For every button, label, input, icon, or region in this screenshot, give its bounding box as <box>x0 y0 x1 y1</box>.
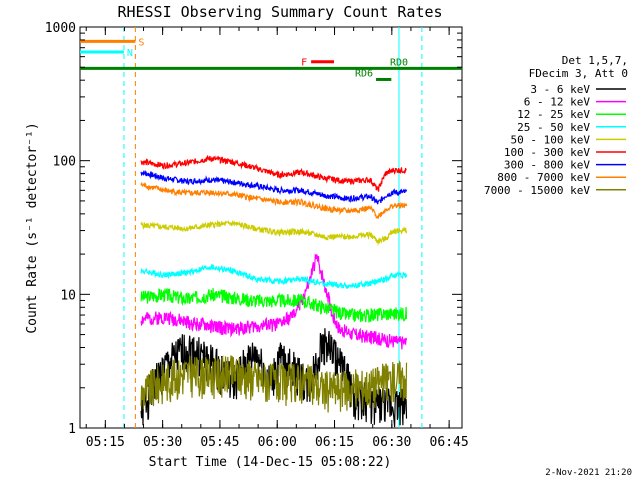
y-tick-label-0: 1 <box>68 422 76 437</box>
annotation-label-2: F <box>301 58 307 69</box>
series-line-8 <box>140 355 408 413</box>
y-axis: 1 10 100 1000 <box>45 21 462 437</box>
chart-title: RHESSI Observing Summary Count Rates <box>117 3 442 21</box>
x-tick-label-0: 05:15 <box>86 435 125 450</box>
x-tick-label-2: 05:45 <box>200 435 239 450</box>
x-axis: 05:15 05:30 05:45 06:00 06:15 06:30 06:45 <box>85 27 469 450</box>
legend-label-1: 6 - 12 keV <box>524 96 591 109</box>
series-line-7 <box>140 182 408 219</box>
legend-label-8: 7000 - 15000 keV <box>484 184 590 197</box>
legend-header-line-1: Det 1,5,7, <box>562 54 628 67</box>
y-axis-label: Count Rate (s⁻¹ detector⁻¹) <box>25 122 40 333</box>
legend-label-4: 50 - 100 keV <box>511 133 591 146</box>
legend-label-3: 25 - 50 keV <box>517 121 590 134</box>
x-tick-label-3: 06:00 <box>258 435 297 450</box>
series-line-2 <box>140 288 408 323</box>
annotation-label-0: S <box>138 37 144 48</box>
legend-label-7: 800 - 7000 keV <box>497 171 590 184</box>
x-axis-label: Start Time (14-Dec-15 05:08:22) <box>149 455 392 470</box>
annotation-label-3: RD0 <box>390 57 408 68</box>
y-tick-label-2: 100 <box>53 155 76 170</box>
x-tick-label-6: 06:45 <box>430 435 469 450</box>
x-tick-label-5: 06:30 <box>372 435 411 450</box>
annotation-label-1: N <box>127 48 133 59</box>
legend-label-0: 3 - 6 keV <box>530 83 590 96</box>
series-line-5 <box>140 154 407 192</box>
plot-frame <box>79 26 463 429</box>
footer-date: 2-Nov-2021 21:20 <box>545 468 632 478</box>
legend-header-line-2: FDecim 3, Att 0 <box>529 67 628 80</box>
series-line-1 <box>140 253 408 350</box>
annotation-group: SN F RD0 RD6 <box>80 37 462 81</box>
vertical-lines <box>123 27 423 428</box>
x-tick-label-1: 05:30 <box>143 435 182 450</box>
plot-area: SN F RD0 RD6 05:15 05:30 05:45 06:00 06:15 06:30… <box>45 21 469 450</box>
series-line-6 <box>140 170 408 205</box>
series-line-3 <box>140 263 408 289</box>
legend-label-5: 100 - 300 keV <box>504 146 590 159</box>
x-tick-label-4: 06:15 <box>315 435 354 450</box>
annotation-label-4: RD6 <box>355 68 373 79</box>
legend-label-6: 300 - 800 keV <box>504 159 590 172</box>
y-tick-label-3: 1000 <box>45 21 76 36</box>
y-tick-label-1: 10 <box>60 288 76 303</box>
series-group <box>140 154 408 428</box>
series-line-4 <box>140 219 408 246</box>
legend-label-2: 12 - 25 keV <box>517 108 590 121</box>
